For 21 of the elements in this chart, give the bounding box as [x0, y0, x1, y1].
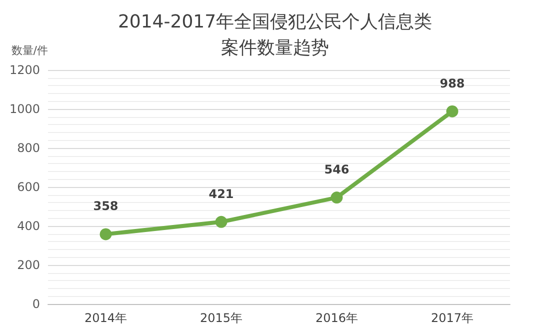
point	[330, 192, 343, 204]
data-label: 988	[440, 76, 465, 90]
x-tick-label: 2016年	[315, 311, 358, 325]
y-tick-label: 200	[17, 258, 40, 272]
y-tick-label: 600	[17, 180, 40, 194]
x-tick-label: 2017年	[430, 311, 474, 325]
data-label: 358	[93, 199, 118, 214]
data-label: 421	[208, 186, 234, 201]
y-axis-title: 数量/件	[11, 44, 48, 57]
y-tick-label: 0	[32, 297, 40, 311]
point	[100, 228, 112, 240]
chart-title: 2014-2017年全国侵犯公民个人信息类案件数量趋势	[118, 12, 432, 58]
point	[215, 216, 228, 228]
y-tick-label: 1000	[9, 102, 40, 116]
y-tick-label: 800	[17, 141, 40, 155]
x-tick-label: 2015年	[200, 311, 243, 325]
point	[446, 105, 458, 118]
y-tick-label: 1200	[9, 63, 40, 77]
x-tick-label: 2014年	[84, 311, 128, 325]
y-tick-label: 400	[17, 219, 40, 233]
data-label: 546	[324, 162, 350, 177]
